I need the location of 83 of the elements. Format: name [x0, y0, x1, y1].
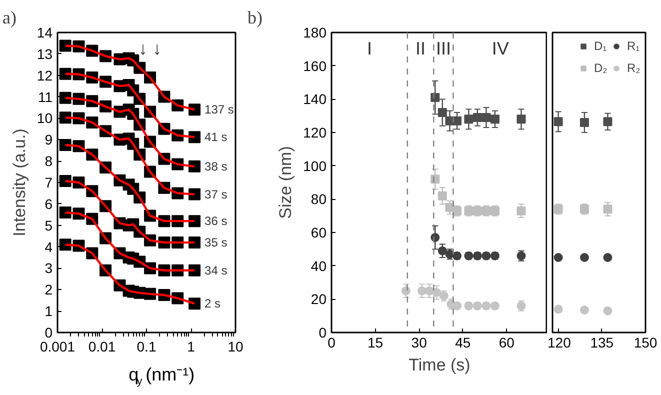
point: [424, 286, 434, 296]
point: [472, 113, 482, 122]
x-tick-label: 150: [634, 334, 658, 350]
point: [580, 306, 589, 314]
y-tick-label: 100: [303, 158, 327, 174]
y-tick-label: 4: [44, 238, 53, 255]
y-tick-label: 140: [303, 91, 327, 108]
y-tick-label: 11: [38, 88, 53, 105]
y-tick-label: 160: [303, 58, 327, 74]
annotation: IV: [492, 38, 509, 58]
series-label: 34 s: [204, 263, 228, 278]
annotation: II: [416, 38, 426, 58]
point: [464, 114, 474, 124]
chart-title: a): [2, 8, 16, 28]
legend-label: D₁: [594, 39, 608, 53]
point: [516, 114, 526, 124]
y-tick-label: 0: [318, 324, 327, 340]
y-tick-label: 5: [44, 217, 53, 234]
x-tick-label: 60: [498, 334, 515, 350]
x-tick-label: 30: [411, 334, 428, 350]
annotation: I: [366, 38, 372, 58]
point: [516, 206, 526, 216]
y-tick-label: 14: [36, 24, 53, 40]
x-tick-label: 0.001: [40, 338, 76, 354]
x-tick-label: 135: [590, 334, 614, 350]
point: [401, 286, 410, 296]
y-tick-label: 9: [44, 132, 53, 148]
point: [417, 286, 426, 296]
x-tick-label: 1: [187, 338, 196, 354]
y-tick-label: 80: [310, 191, 327, 208]
point: [603, 117, 612, 126]
chart-title: b): [248, 8, 262, 28]
annotation: ↓: [152, 38, 162, 58]
y-tick-label: 8: [44, 153, 53, 170]
y-tick-label: 6: [44, 196, 53, 212]
x-axis-title: Time (s): [408, 356, 470, 374]
series-label: 36 s: [204, 214, 228, 228]
annotation: III: [436, 38, 451, 58]
x-tick-label: 45: [455, 334, 471, 350]
point: [554, 117, 563, 126]
series-label: 2 s: [204, 296, 221, 311]
legend-label: R₁: [627, 39, 641, 53]
y-tick-label: 120: [303, 124, 327, 140]
y-tick-label: 20: [310, 291, 327, 308]
y-tick-label: 12: [36, 67, 53, 84]
point: [554, 304, 563, 314]
point: [580, 253, 589, 262]
x-tick-label: 10: [228, 338, 244, 354]
series-label: 37 s: [204, 187, 228, 202]
series-label: 137 s: [204, 102, 234, 117]
point: [490, 114, 500, 124]
legend-label: R₂: [627, 61, 641, 75]
y-tick-label: 3: [44, 260, 53, 276]
point: [438, 191, 447, 200]
point: [603, 204, 612, 214]
point: [482, 113, 491, 122]
y-axis-title: Intensity (a.u.): [10, 128, 29, 236]
point: [438, 246, 447, 256]
y-tick-label: 0: [44, 324, 53, 340]
y-tick-label: 40: [310, 258, 327, 274]
legend-label: D₂: [594, 61, 608, 75]
point: [432, 288, 442, 297]
series-label: 38 s: [204, 159, 228, 174]
point: [603, 253, 612, 262]
y-tick-label: 7: [44, 174, 53, 190]
point: [580, 118, 589, 127]
point: [554, 253, 563, 262]
x-tick-label: 0.1: [136, 338, 156, 354]
y-tick-label: 180: [303, 24, 327, 40]
y-tick-label: 2: [44, 282, 53, 298]
y-tick-label: 60: [310, 224, 327, 240]
y-axis-title: Size (nm): [276, 146, 296, 219]
series-label: 41 s: [204, 130, 228, 144]
y-tick-label: 10: [36, 110, 53, 126]
y-tick-label: 1: [44, 303, 53, 320]
point: [438, 108, 447, 117]
annotation: ↓: [138, 38, 148, 58]
x-tick-label: 120: [548, 334, 572, 350]
x-tick-label: 15: [368, 334, 384, 350]
x-tick-label: 0.01: [88, 338, 116, 354]
y-tick-label: 13: [36, 46, 53, 62]
series-label: 35 s: [204, 236, 228, 250]
point: [603, 306, 612, 316]
